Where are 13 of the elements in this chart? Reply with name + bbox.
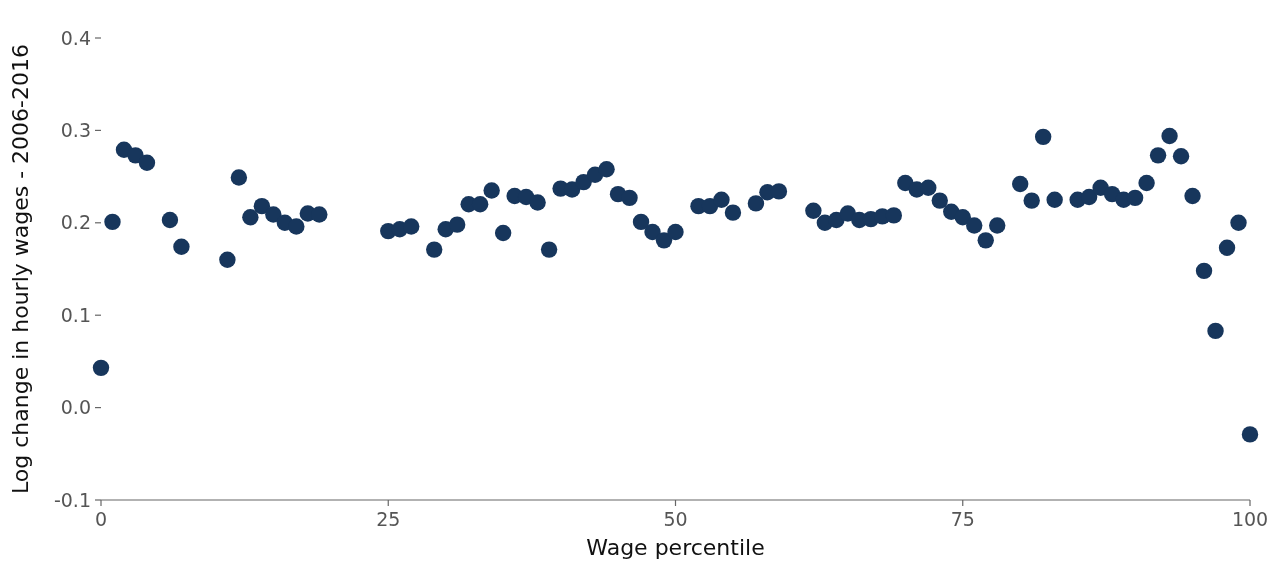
x-tick-label: 100 xyxy=(1231,508,1269,530)
y-tick-label: 0.0 xyxy=(60,396,91,419)
y-tick-label: -0.1 xyxy=(53,488,91,511)
x-tick-label: 25 xyxy=(376,508,401,530)
y-tick-label: 0.4 xyxy=(60,26,91,49)
y-tick-label: 0.1 xyxy=(60,303,91,326)
y-tick-label: 0.2 xyxy=(60,211,91,234)
y-tick-label: 0.3 xyxy=(60,119,91,142)
x-tick-label: 0 xyxy=(94,508,108,530)
x-tick-label: 50 xyxy=(663,508,688,530)
x-axis-title: Wage percentile xyxy=(586,535,765,560)
y-axis-title: Log change in hourly wages - 2006-2016 xyxy=(8,43,33,495)
x-tick-label: 75 xyxy=(950,508,975,530)
